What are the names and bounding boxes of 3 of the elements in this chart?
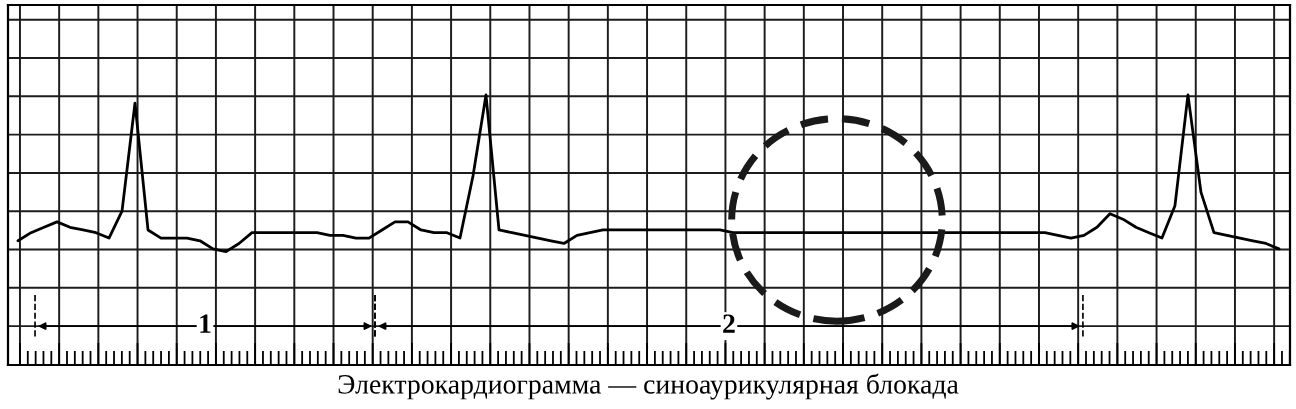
annotation: 1 bbox=[200, 314, 211, 333]
text: Электрокардиограмма — синоаурикулярная блокада bbox=[338, 373, 959, 400]
annotation: 2 bbox=[723, 314, 735, 333]
